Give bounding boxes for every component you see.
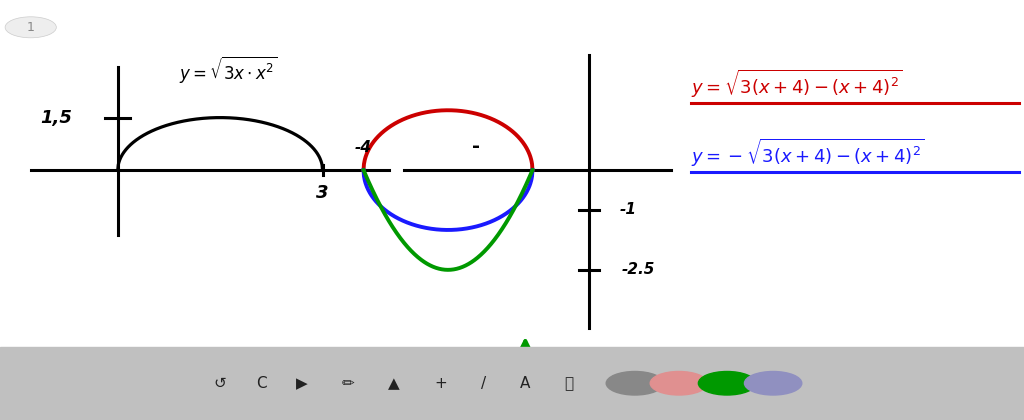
Text: ⬜: ⬜ <box>564 376 572 391</box>
Text: /: / <box>480 376 486 391</box>
Text: 1,5: 1,5 <box>40 109 73 126</box>
Text: +: + <box>434 376 446 391</box>
Text: -2.5: -2.5 <box>622 262 654 277</box>
Text: -1: -1 <box>620 202 636 218</box>
Circle shape <box>744 371 802 395</box>
Text: ↺: ↺ <box>214 376 226 391</box>
Text: $y=\sqrt{3x\cdot x^2}$: $y=\sqrt{3x\cdot x^2}$ <box>179 54 279 85</box>
Circle shape <box>606 371 664 395</box>
Text: ▲: ▲ <box>388 376 400 391</box>
Text: $y=\sqrt{3(x+4)-(x+4)^2}$: $y=\sqrt{3(x+4)-(x+4)^2}$ <box>691 68 903 100</box>
Text: -: - <box>472 137 480 157</box>
Bar <box>0 346 1024 420</box>
Text: -4: -4 <box>355 139 372 155</box>
Text: 1: 1 <box>27 21 35 34</box>
Text: ✏: ✏ <box>342 376 354 391</box>
Text: 3: 3 <box>316 184 329 202</box>
Circle shape <box>5 17 56 38</box>
Text: C: C <box>256 376 266 391</box>
Circle shape <box>698 371 756 395</box>
Text: ▶: ▶ <box>296 376 308 391</box>
Text: A: A <box>520 376 530 391</box>
Circle shape <box>650 371 708 395</box>
Text: $y=-\sqrt{3(x+4)-(x+4)^2}$: $y=-\sqrt{3(x+4)-(x+4)^2}$ <box>691 137 925 169</box>
